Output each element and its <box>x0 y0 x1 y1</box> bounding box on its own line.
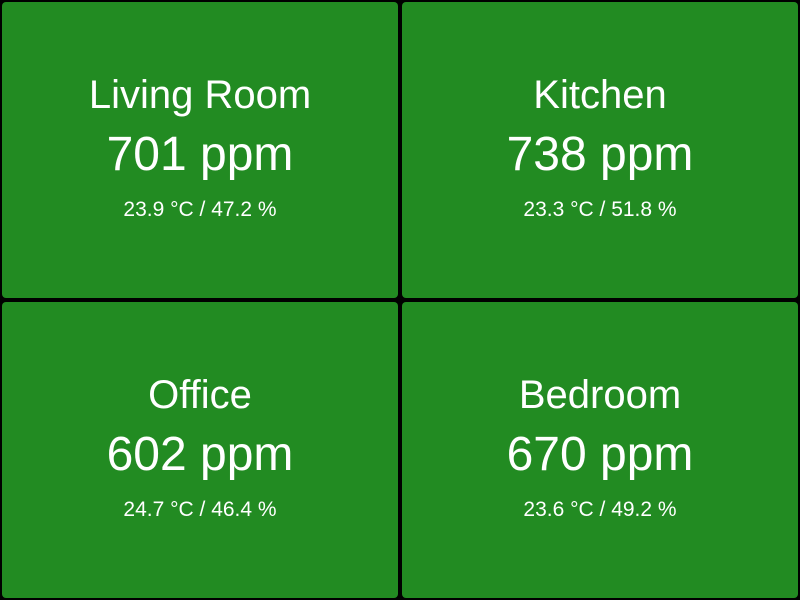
room-tile-office[interactable]: Office 602 ppm 24.7 °C / 46.4 % <box>2 302 398 598</box>
co2-reading: 602 ppm <box>106 428 294 481</box>
room-name: Office <box>148 373 252 417</box>
co2-reading: 670 ppm <box>506 428 694 481</box>
room-tile-bedroom[interactable]: Bedroom 670 ppm 23.6 °C / 49.2 % <box>402 302 798 598</box>
room-tile-kitchen[interactable]: Kitchen 738 ppm 23.3 °C / 51.8 % <box>402 2 798 298</box>
temperature-humidity-reading: 24.7 °C / 46.4 % <box>123 498 277 521</box>
room-name: Bedroom <box>518 373 682 417</box>
room-name: Kitchen <box>533 73 667 117</box>
co2-reading: 738 ppm <box>506 128 694 181</box>
room-tile-living-room[interactable]: Living Room 701 ppm 23.9 °C / 47.2 % <box>2 2 398 298</box>
room-name: Living Room <box>88 73 312 117</box>
temperature-humidity-reading: 23.6 °C / 49.2 % <box>523 498 677 521</box>
temperature-humidity-reading: 23.9 °C / 47.2 % <box>123 198 277 221</box>
temperature-humidity-reading: 23.3 °C / 51.8 % <box>523 198 677 221</box>
co2-reading: 701 ppm <box>106 128 294 181</box>
